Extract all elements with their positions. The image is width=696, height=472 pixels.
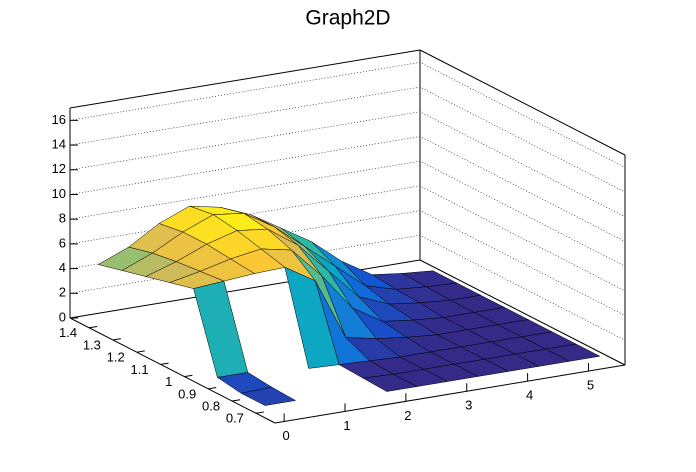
frame [274,364,626,424]
y-tick [88,325,98,329]
grid-line [69,111,626,218]
frame [69,259,421,319]
y-tick [136,350,145,353]
y-tick-label: 1 [165,374,172,389]
grid-line [69,136,626,242]
y-tick [184,374,193,378]
surface-cell [193,280,249,378]
x-tick-label: 3 [465,398,472,413]
y-tick-label: 0.7 [226,411,244,426]
frame [419,49,626,156]
y-tick [160,362,169,365]
y-tick-label: 0.9 [178,386,196,401]
x-tick-label: 2 [404,408,411,423]
chart-title: Graph2D [305,7,390,30]
z-tick-label: 8 [59,211,66,226]
grid-line [69,62,626,168]
y-tick [208,387,217,390]
x-tick-label: 1 [343,418,350,433]
z-tick-label: 10 [52,186,66,201]
surface-cell [362,374,418,392]
surface-cell [240,386,296,406]
z-tick-label: 6 [59,235,66,250]
x-tick-label: 4 [526,388,533,403]
grid-line [69,86,626,193]
z-tick-label: 4 [59,260,66,275]
y-tick-label: 1.1 [131,362,149,377]
x-tick-label: 5 [587,377,594,392]
y-tick-label: 1.4 [59,325,77,340]
frame [69,49,421,109]
y-tick [255,411,265,414]
z-tick-label: 12 [52,161,66,176]
z-tick-label: 0 [59,309,66,324]
z-tick-label: 2 [59,285,66,300]
y-tick-label: 1.3 [83,337,101,352]
y-tick [112,338,121,341]
y-tick [232,399,241,402]
surface-cell [284,267,340,369]
z-tick-label: 16 [52,112,66,127]
x-tick-label: 0 [283,428,290,443]
frame [69,317,276,424]
y-tick-label: 1.2 [107,350,125,365]
y-tick-label: 0.8 [202,398,220,413]
frame [419,259,626,366]
z-tick-label: 14 [52,136,66,151]
